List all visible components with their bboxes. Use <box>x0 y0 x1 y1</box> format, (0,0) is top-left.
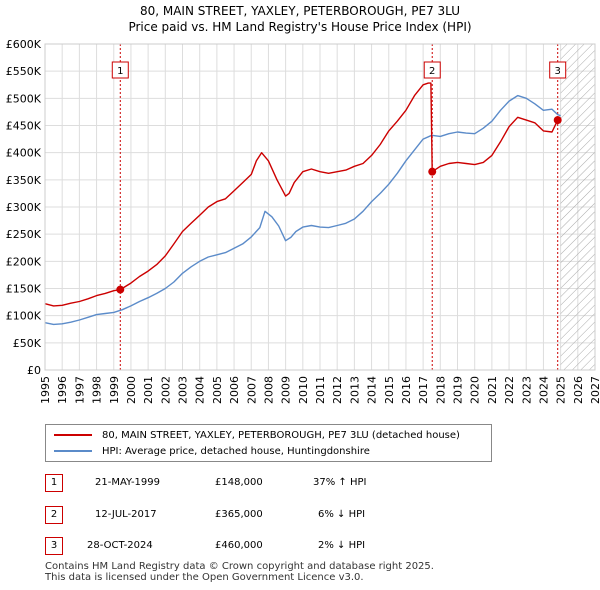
x-tick-label: 2023 <box>520 376 533 404</box>
x-tick-label: 2017 <box>417 376 430 404</box>
sale-label-1: 1 <box>117 66 123 77</box>
sale-label-2: 2 <box>429 66 435 77</box>
y-tick-label: £200K <box>6 255 42 268</box>
sale-point-1 <box>116 285 125 294</box>
x-tick-label: 2004 <box>194 376 207 404</box>
legend-label-hpi: HPI: Average price, detached house, Hunt… <box>102 445 370 457</box>
x-tick-label: 2001 <box>142 376 155 404</box>
footer-line-1: Contains HM Land Registry data © Crown c… <box>45 561 434 572</box>
x-tick-label: 2022 <box>503 376 516 404</box>
sale-date: 21-MAY-1999 <box>95 477 161 488</box>
sale-date: 12-JUL-2017 <box>95 509 157 520</box>
series-line-property <box>44 82 562 307</box>
sale-point-2 <box>428 167 437 176</box>
x-tick-label: 2010 <box>297 376 310 404</box>
sale-badge: 2 <box>45 506 63 524</box>
sale-label-3: 3 <box>555 66 561 77</box>
y-tick-label: £100K <box>6 310 42 323</box>
legend-swatch-property <box>54 434 92 436</box>
x-tick-label: 1995 <box>39 376 52 404</box>
chart-title-line1: 80, MAIN STREET, YAXLEY, PETERBOROUGH, P… <box>139 4 461 18</box>
sale-label-box-1 <box>111 61 129 79</box>
x-tick-label: 2006 <box>228 376 241 404</box>
x-tick-label: 2002 <box>159 376 172 404</box>
x-tick-label: 2024 <box>537 376 550 404</box>
chart-title-line2: Price paid vs. HM Land Registry's House … <box>128 20 472 34</box>
x-tick-label: 2019 <box>452 376 465 404</box>
y-tick-label: £50K <box>13 337 42 350</box>
x-tick-label: 1999 <box>108 376 121 404</box>
x-tick-label: 2014 <box>366 376 379 404</box>
series-line-hpi <box>44 94 561 326</box>
x-tick-label: 1998 <box>91 376 104 404</box>
sale-price: £460,000 <box>215 540 263 551</box>
x-tick-label: 2005 <box>211 376 224 404</box>
sale-badge: 1 <box>45 474 63 492</box>
legend-item-hpi: HPI: Average price, detached house, Hunt… <box>54 444 370 458</box>
x-tick-label: 2009 <box>280 376 293 404</box>
x-tick-label: 2000 <box>125 376 138 404</box>
sale-price: £365,000 <box>215 509 263 520</box>
y-tick-label: £350K <box>6 174 42 187</box>
x-tick-label: 2008 <box>262 376 275 404</box>
sale-date: 28-OCT-2024 <box>87 540 153 551</box>
x-tick-label: 2021 <box>486 376 499 404</box>
legend-swatch-hpi <box>54 450 92 452</box>
x-tick-label: 2011 <box>314 376 327 404</box>
sale-hpi-diff: 37% ↑ HPI <box>313 477 367 488</box>
x-tick-label: 2007 <box>245 376 258 404</box>
legend-item-property: 80, MAIN STREET, YAXLEY, PETERBOROUGH, P… <box>54 428 460 442</box>
legend: 80, MAIN STREET, YAXLEY, PETERBOROUGH, P… <box>45 424 492 462</box>
sale-point-3 <box>553 116 562 125</box>
x-tick-label: 2026 <box>572 376 585 404</box>
x-tick-label: 2027 <box>589 376 600 404</box>
x-tick-label: 2025 <box>555 376 568 404</box>
x-tick-label: 2018 <box>434 376 447 404</box>
x-tick-label: 2020 <box>469 376 482 404</box>
legend-label-property: 80, MAIN STREET, YAXLEY, PETERBOROUGH, P… <box>102 429 460 441</box>
sale-hpi-diff: 2% ↓ HPI <box>318 540 366 551</box>
price-chart: £0 £50K £100K £150K £200K £250K £300K £350K £400… <box>6 38 600 404</box>
x-tick-label: 2012 <box>331 376 344 404</box>
y-tick-label: £500K <box>6 92 42 105</box>
sale-hpi-diff: 6% ↓ HPI <box>318 509 366 520</box>
x-tick-label: 2013 <box>348 376 361 404</box>
x-tick-label: 2016 <box>400 376 413 404</box>
footer-attribution: Contains HM Land Registry data © Crown c… <box>45 561 434 583</box>
y-tick-label: £550K <box>6 65 42 78</box>
x-tick-label: 1997 <box>73 376 86 404</box>
future-hatch-region <box>560 44 595 370</box>
y-tick-label: £250K <box>6 228 42 241</box>
y-tick-label: £600K <box>6 38 42 51</box>
y-tick-label: £150K <box>6 283 42 296</box>
sale-price: £148,000 <box>215 477 263 488</box>
y-tick-label: £450K <box>6 120 42 133</box>
y-tick-label: £0 <box>27 364 41 377</box>
x-tick-label: 2015 <box>383 376 396 404</box>
sale-label-box-2 <box>423 61 441 79</box>
y-tick-label: £300K <box>6 201 42 214</box>
plot-frame <box>44 43 596 371</box>
x-tick-label: 2003 <box>177 376 190 404</box>
x-tick-label: 1996 <box>56 376 69 404</box>
sale-badge: 3 <box>45 537 63 555</box>
y-tick-label: £400K <box>6 147 42 160</box>
footer-line-2: This data is licensed under the Open Gov… <box>45 572 364 583</box>
sale-label-box-3 <box>549 61 567 79</box>
